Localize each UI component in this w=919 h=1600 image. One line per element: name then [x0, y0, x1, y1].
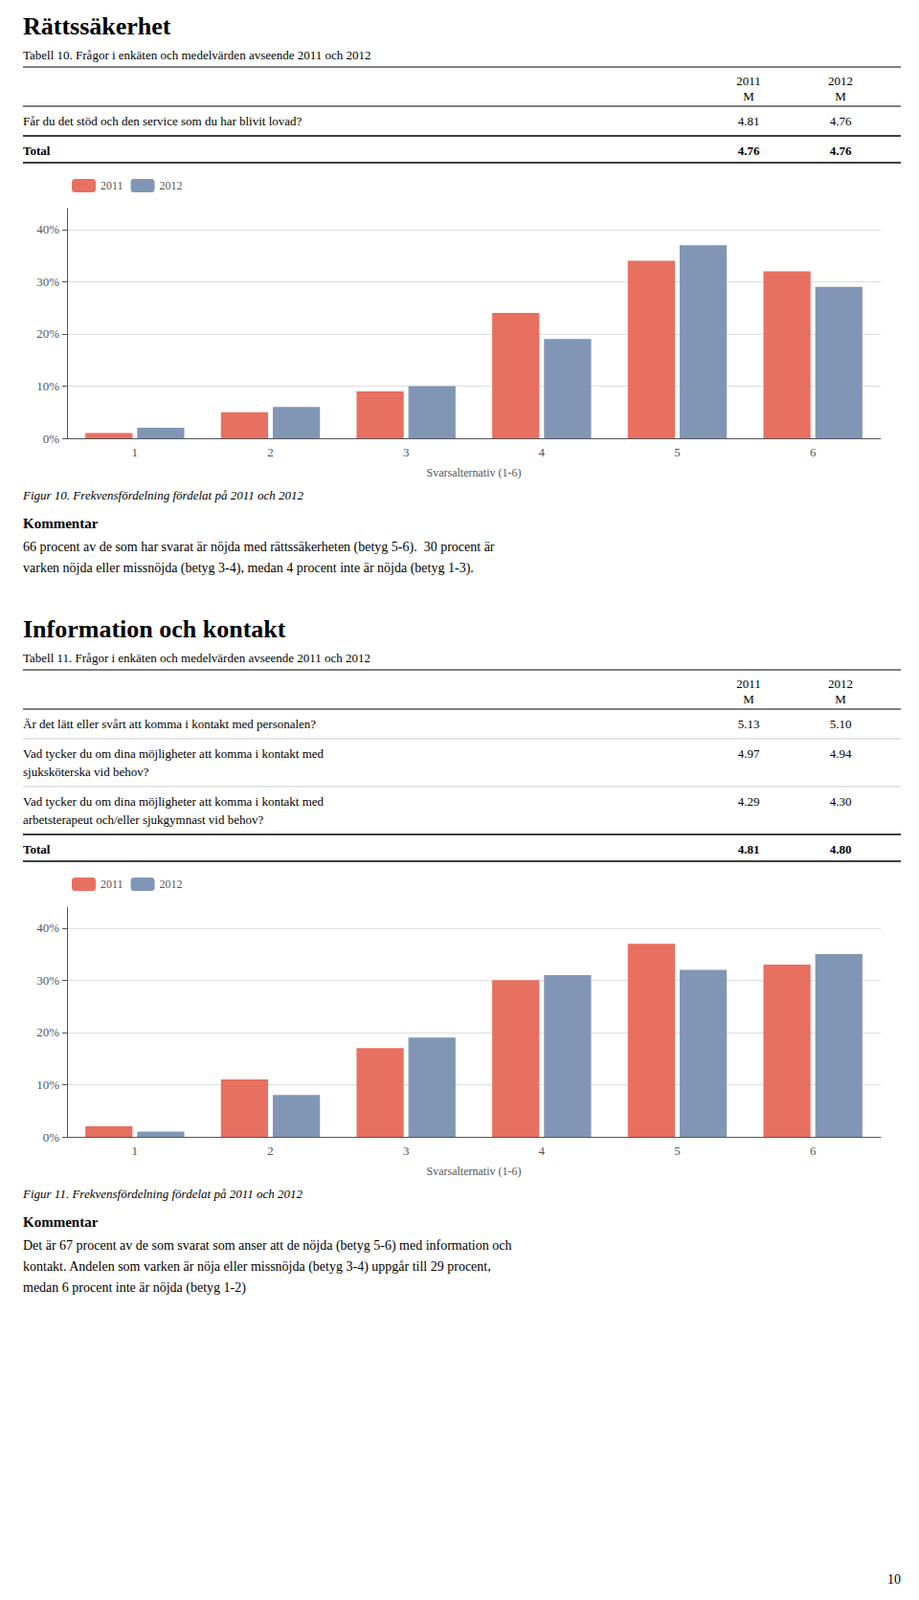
svg-text:2011: 2011 [100, 877, 124, 892]
svg-text:M: M [834, 89, 847, 104]
svg-text:varken nöjda eller missnöjda (: varken nöjda eller missnöjda (betyg 3-4)… [22, 560, 474, 577]
svg-text:Svarsalternativ (1-6): Svarsalternativ (1-6) [426, 1165, 522, 1179]
svg-text:30%: 30% [36, 973, 60, 988]
svg-text:1: 1 [132, 1143, 139, 1159]
svg-text:2012: 2012 [159, 877, 183, 892]
svg-text:4.76: 4.76 [738, 143, 761, 158]
svg-text:Figur 11. Frekvensfördelning f: Figur 11. Frekvensfördelning fördelat på… [22, 1187, 303, 1202]
svg-text:3: 3 [403, 445, 410, 460]
svg-text:66 procent av de som har svara: 66 procent av de som har svarat är nöjda… [22, 539, 495, 556]
svg-text:4.29: 4.29 [738, 794, 761, 809]
svg-text:4.30: 4.30 [829, 794, 852, 809]
svg-text:Total: Total [22, 842, 51, 857]
svg-text:4: 4 [538, 445, 546, 460]
svg-text:2011: 2011 [736, 73, 762, 89]
svg-text:medan 6 procent inte är nöjda: medan 6 procent inte är nöjda (betyg 1-2… [22, 1280, 247, 1297]
svg-text:5: 5 [673, 1143, 681, 1159]
svg-text:4: 4 [538, 1143, 546, 1159]
svg-text:0%: 0% [43, 1130, 61, 1145]
svg-text:4.76: 4.76 [829, 113, 852, 129]
svg-text:6: 6 [809, 445, 817, 460]
svg-text:3: 3 [403, 1143, 410, 1159]
svg-text:4.97: 4.97 [738, 746, 761, 762]
svg-text:4.81: 4.81 [738, 842, 761, 857]
svg-text:40%: 40% [36, 222, 60, 237]
svg-text:Är det lätt eller svårt att ko: Är det lätt eller svårt att komma i kont… [22, 717, 316, 732]
svg-text:1: 1 [132, 445, 139, 460]
svg-text:5.10: 5.10 [829, 717, 852, 732]
svg-text:5.13: 5.13 [738, 717, 761, 732]
svg-text:Rättssäkerhet: Rättssäkerhet [22, 12, 172, 41]
svg-text:10%: 10% [36, 379, 60, 394]
svg-text:4.94: 4.94 [829, 746, 852, 762]
svg-text:Det är 67 procent av de som sv: Det är 67 procent av de som svarat som a… [22, 1238, 512, 1255]
svg-text:sjuksköterska vid behov?: sjuksköterska vid behov? [22, 764, 150, 780]
svg-text:20%: 20% [36, 326, 60, 341]
svg-text:Kommentar: Kommentar [22, 1214, 99, 1231]
svg-text:2012: 2012 [159, 179, 183, 193]
svg-text:4.76: 4.76 [829, 143, 852, 158]
svg-text:Kommentar: Kommentar [22, 515, 99, 532]
svg-text:Vad tycker du om dina möjlighe: Vad tycker du om dina möjligheter att ko… [22, 794, 325, 809]
svg-text:Svarsalternativ (1-6): Svarsalternativ (1-6) [426, 466, 522, 480]
svg-text:2011: 2011 [100, 179, 124, 193]
svg-text:0%: 0% [43, 431, 61, 447]
svg-text:4.80: 4.80 [829, 842, 852, 857]
svg-text:10: 10 [887, 1572, 901, 1588]
svg-text:Information och kontakt: Information och kontakt [22, 615, 287, 644]
svg-text:Får du det stöd och den servic: Får du det stöd och den service som du h… [22, 113, 303, 129]
svg-text:2012: 2012 [828, 676, 853, 692]
svg-text:kontakt. Andelen som varken är: kontakt. Andelen som varken är nöja elle… [22, 1259, 492, 1276]
svg-text:arbetsterapeut och/eller sjukg: arbetsterapeut och/eller sjukgymnast vid… [22, 812, 264, 828]
svg-text:2: 2 [267, 1143, 274, 1159]
svg-text:6: 6 [809, 1143, 817, 1159]
svg-text:M: M [742, 89, 755, 104]
svg-text:5: 5 [673, 445, 681, 460]
svg-text:Total: Total [22, 143, 51, 158]
svg-text:30%: 30% [36, 274, 60, 290]
svg-text:Tabell 10. Frågor i enkäten oc: Tabell 10. Frågor i enkäten och medelvär… [22, 47, 372, 63]
svg-text:Figur 10. Frekvensfördelning f: Figur 10. Frekvensfördelning fördelat på… [22, 488, 304, 503]
svg-text:Tabell 11. Frågor i enkäten oc: Tabell 11. Frågor i enkäten och medelvär… [22, 650, 371, 666]
svg-text:M: M [834, 692, 847, 707]
svg-text:M: M [742, 692, 755, 707]
svg-text:2012: 2012 [828, 73, 853, 89]
svg-text:40%: 40% [36, 920, 60, 936]
svg-text:10%: 10% [36, 1077, 60, 1093]
svg-text:4.81: 4.81 [738, 113, 761, 129]
svg-text:2: 2 [267, 445, 274, 460]
svg-text:20%: 20% [36, 1025, 60, 1040]
svg-text:2011: 2011 [736, 676, 762, 692]
svg-text:Vad tycker du om dina möjlighe: Vad tycker du om dina möjligheter att ko… [22, 746, 325, 762]
